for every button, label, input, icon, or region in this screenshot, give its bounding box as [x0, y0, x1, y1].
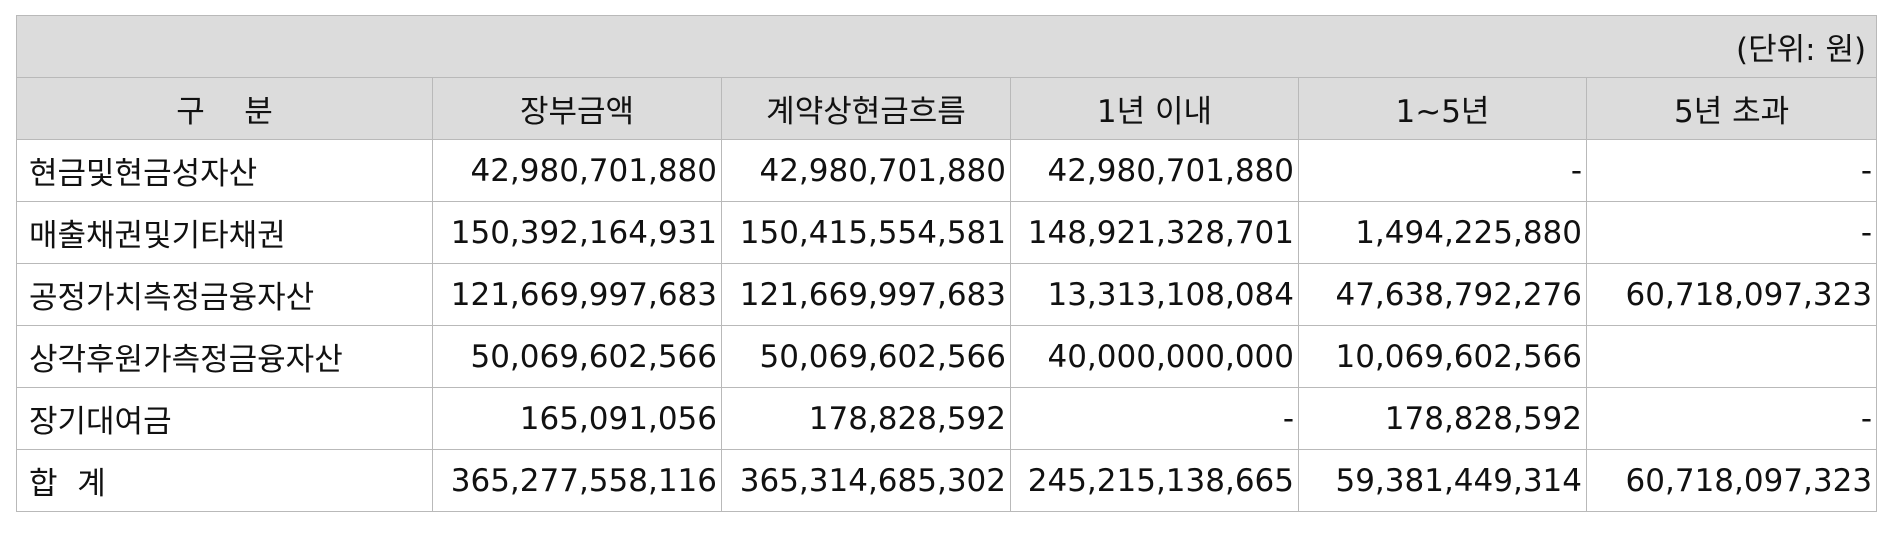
header-book-value: 장부금액	[432, 77, 722, 140]
row-label: 매출채권및기타채권	[16, 201, 433, 264]
row-label-total: 합 계	[16, 449, 433, 512]
cell-1-to-5-years: 178,828,592	[1298, 387, 1587, 450]
unit-note: (단위: 원)	[15, 15, 1878, 78]
header-category: 구 분	[16, 77, 433, 140]
financial-table-container: (단위: 원) 구 분 장부금액 계약상현금흐름 1년 이내 1~5년 5년 초…	[15, 15, 1878, 512]
header-row: 구 분 장부금액 계약상현금흐름 1년 이내 1~5년 5년 초과	[16, 77, 1878, 140]
cell-over-5-years: 60,718,097,323	[1585, 449, 1878, 512]
table-row: 매출채권및기타채권 150,392,164,931 150,415,554,58…	[16, 201, 1878, 264]
cell-contractual-cashflow: 150,415,554,581	[721, 201, 1011, 264]
cell-within-1-year: 245,215,138,665	[1010, 449, 1299, 512]
table-row: 현금및현금성자산 42,980,701,880 42,980,701,880 4…	[16, 139, 1878, 202]
cell-1-to-5-years: 59,381,449,314	[1298, 449, 1587, 512]
cell-within-1-year: -	[1010, 387, 1299, 450]
table-row: 공정가치측정금융자산 121,669,997,683 121,669,997,6…	[16, 263, 1878, 326]
cell-over-5-years: -	[1585, 139, 1878, 202]
header-within-1-year: 1년 이내	[1010, 77, 1299, 140]
row-label: 장기대여금	[16, 387, 433, 450]
cell-book-value: 150,392,164,931	[432, 201, 722, 264]
total-row: 합 계 365,277,558,116 365,314,685,302 245,…	[16, 449, 1878, 512]
cell-book-value: 121,669,997,683	[432, 263, 722, 326]
cell-contractual-cashflow: 121,669,997,683	[721, 263, 1011, 326]
cell-book-value: 365,277,558,116	[432, 449, 722, 512]
cell-within-1-year: 42,980,701,880	[1010, 139, 1299, 202]
cell-1-to-5-years: 10,069,602,566	[1298, 325, 1587, 388]
cell-over-5-years: 60,718,097,323	[1585, 263, 1878, 326]
row-label: 공정가치측정금융자산	[16, 263, 433, 326]
row-label: 현금및현금성자산	[16, 139, 433, 202]
cell-contractual-cashflow: 178,828,592	[721, 387, 1011, 450]
header-contractual-cashflow: 계약상현금흐름	[721, 77, 1011, 140]
cell-over-5-years: -	[1585, 387, 1878, 450]
cell-1-to-5-years: 47,638,792,276	[1298, 263, 1587, 326]
cell-1-to-5-years: -	[1298, 139, 1587, 202]
cell-over-5-years: -	[1585, 201, 1878, 264]
cell-book-value: 165,091,056	[432, 387, 722, 450]
header-1-to-5-years: 1~5년	[1298, 77, 1587, 140]
row-label: 상각후원가측정금융자산	[16, 325, 433, 388]
table-row: 상각후원가측정금융자산 50,069,602,566 50,069,602,56…	[16, 325, 1878, 388]
unit-row: (단위: 원)	[15, 15, 1878, 78]
cell-within-1-year: 148,921,328,701	[1010, 201, 1299, 264]
header-over-5-years: 5년 초과	[1585, 77, 1878, 140]
cell-1-to-5-years: 1,494,225,880	[1298, 201, 1587, 264]
cell-book-value: 50,069,602,566	[432, 325, 722, 388]
cell-book-value: 42,980,701,880	[432, 139, 722, 202]
cell-contractual-cashflow: 50,069,602,566	[721, 325, 1011, 388]
cell-within-1-year: 40,000,000,000	[1010, 325, 1299, 388]
cell-over-5-years	[1585, 325, 1878, 388]
cell-contractual-cashflow: 365,314,685,302	[721, 449, 1011, 512]
table-row: 장기대여금 165,091,056 178,828,592 - 178,828,…	[16, 387, 1878, 450]
liquidity-maturity-table: (단위: 원) 구 분 장부금액 계약상현금흐름 1년 이내 1~5년 5년 초…	[15, 15, 1878, 512]
cell-within-1-year: 13,313,108,084	[1010, 263, 1299, 326]
cell-contractual-cashflow: 42,980,701,880	[721, 139, 1011, 202]
